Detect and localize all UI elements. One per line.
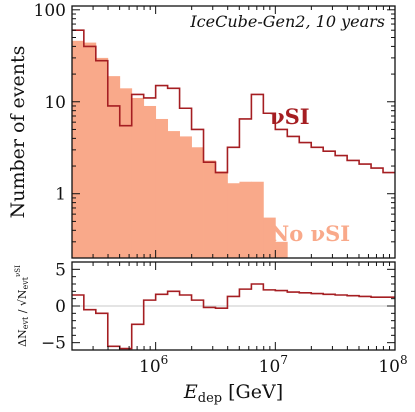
residual-y-axis-label: ΔNevt / √NevtνSI: [14, 265, 30, 347]
bar-no-nusi: [167, 131, 180, 258]
x-axis-label: Edep [GeV]: [183, 381, 283, 406]
x-tick-label: 108: [378, 353, 407, 377]
bar-no-nusi: [83, 42, 97, 258]
bar-no-nusi: [203, 160, 216, 258]
bar-no-nusi: [275, 241, 288, 258]
bar-no-nusi: [263, 217, 276, 258]
residual-y-tick-label: 0: [55, 297, 66, 317]
main-panel-frame: [71, 5, 396, 259]
bar-no-nusi: [179, 136, 192, 258]
bar-no-nusi: [191, 147, 204, 258]
series-line-residual: [72, 283, 395, 350]
bar-no-nusi: [227, 183, 240, 258]
residual-y-tick-label: 5: [55, 260, 66, 280]
series-label-nusi: νSI: [270, 104, 310, 129]
bar-no-nusi: [131, 97, 145, 258]
bar-no-nusi: [72, 40, 85, 258]
residual-y-tick-label: −5: [41, 334, 66, 354]
bar-no-nusi: [155, 118, 169, 258]
y-tick-label: 1: [55, 185, 66, 205]
x-tick-label: 107: [259, 353, 288, 377]
main-panel: 1 10 100 IceCube-Gen2, 10 years Number of …: [7, 1, 396, 259]
bar-no-nusi: [239, 181, 252, 258]
bar-no-nusi: [215, 171, 228, 258]
bar-no-nusi: [251, 181, 264, 258]
y-tick-label: 10: [44, 93, 66, 113]
residual-axis-ticks: −5 0 5 106 107 108: [41, 260, 408, 377]
main-plot-area: [72, 29, 395, 258]
bar-no-nusi: [119, 88, 133, 258]
series-label-no-nusi: No νSI: [270, 221, 350, 246]
residual-panel: −5 0 5 106 107 108 ΔNevt / √NevtνSI Edep [GeV…: [14, 260, 408, 406]
bar-no-nusi: [143, 105, 157, 258]
bar-no-nusi: [95, 57, 109, 258]
main-axis-ticks: 1 10 100: [34, 1, 396, 259]
y-tick-label: 100: [34, 1, 66, 21]
bar-no-nusi: [107, 76, 121, 258]
residual-plot-area: [72, 283, 395, 350]
series-line-nusi: [72, 29, 395, 174]
dataset-annotation: IceCube-Gen2, 10 years: [189, 12, 385, 31]
x-tick-label: 106: [139, 353, 168, 377]
main-y-axis-label: Number of events: [7, 46, 29, 219]
